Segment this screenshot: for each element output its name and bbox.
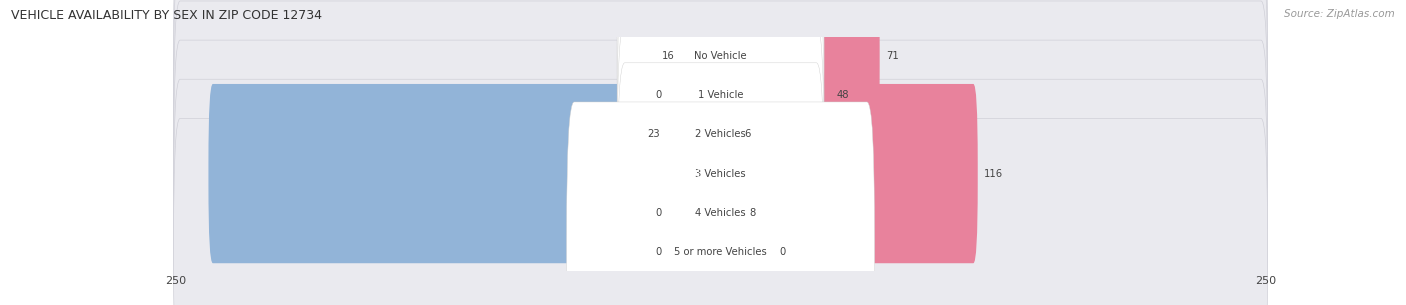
Text: 71: 71	[886, 51, 898, 61]
Text: 0: 0	[779, 247, 786, 257]
FancyBboxPatch shape	[208, 84, 725, 263]
Text: 5 or more Vehicles: 5 or more Vehicles	[675, 247, 766, 257]
FancyBboxPatch shape	[716, 123, 742, 302]
FancyBboxPatch shape	[617, 0, 824, 284]
Text: 233: 233	[685, 169, 703, 179]
Text: 0: 0	[655, 208, 662, 218]
Text: 23: 23	[647, 129, 659, 139]
FancyBboxPatch shape	[716, 84, 977, 263]
FancyBboxPatch shape	[716, 0, 880, 146]
Text: 3 Vehicles: 3 Vehicles	[695, 169, 747, 179]
Text: 0: 0	[655, 247, 662, 257]
FancyBboxPatch shape	[617, 24, 824, 305]
Text: 8: 8	[749, 208, 755, 218]
Text: 16: 16	[662, 51, 675, 61]
FancyBboxPatch shape	[173, 40, 1268, 305]
FancyBboxPatch shape	[567, 102, 875, 305]
Text: 2 Vehicles: 2 Vehicles	[695, 129, 747, 139]
Text: VEHICLE AVAILABILITY BY SEX IN ZIP CODE 12734: VEHICLE AVAILABILITY BY SEX IN ZIP CODE …	[11, 9, 322, 22]
FancyBboxPatch shape	[173, 0, 1268, 229]
Text: Source: ZipAtlas.com: Source: ZipAtlas.com	[1284, 9, 1395, 19]
FancyBboxPatch shape	[716, 162, 773, 305]
FancyBboxPatch shape	[716, 6, 830, 185]
FancyBboxPatch shape	[173, 0, 1268, 190]
Text: 116: 116	[984, 169, 1004, 179]
FancyBboxPatch shape	[173, 118, 1268, 305]
Text: 48: 48	[837, 90, 849, 100]
FancyBboxPatch shape	[623, 0, 818, 245]
FancyBboxPatch shape	[668, 162, 725, 305]
FancyBboxPatch shape	[173, 79, 1268, 305]
FancyBboxPatch shape	[666, 45, 725, 224]
FancyBboxPatch shape	[173, 1, 1268, 268]
FancyBboxPatch shape	[668, 123, 725, 302]
FancyBboxPatch shape	[668, 6, 725, 185]
Text: 0: 0	[655, 90, 662, 100]
Text: 6: 6	[745, 129, 751, 139]
Text: 1 Vehicle: 1 Vehicle	[697, 90, 744, 100]
FancyBboxPatch shape	[716, 45, 738, 224]
Text: 4 Vehicles: 4 Vehicles	[695, 208, 747, 218]
FancyBboxPatch shape	[682, 0, 725, 146]
FancyBboxPatch shape	[617, 63, 824, 305]
Text: No Vehicle: No Vehicle	[695, 51, 747, 61]
FancyBboxPatch shape	[617, 0, 824, 206]
